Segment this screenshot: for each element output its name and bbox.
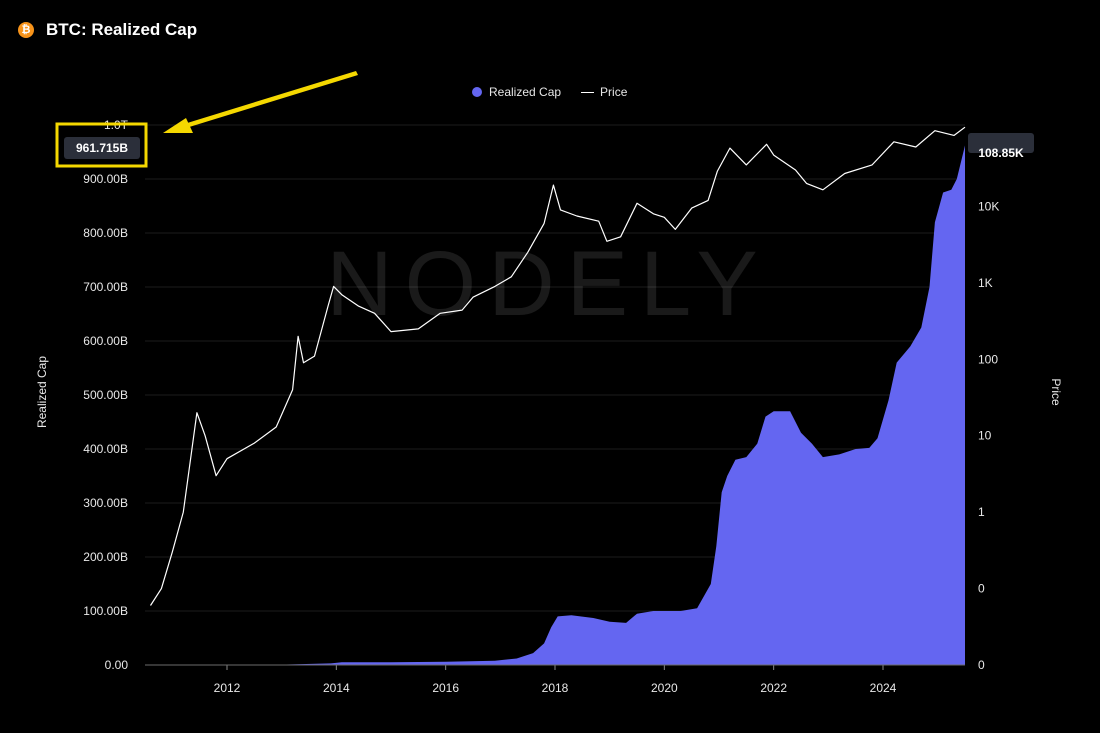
yellow-arrow-icon xyxy=(184,71,358,128)
x-tick-label: 2012 xyxy=(214,681,241,695)
x-tick-label: 2024 xyxy=(870,681,897,695)
y-right-tick-label: 0 xyxy=(978,658,985,672)
badges: 961.715B 108.85K xyxy=(55,71,1034,168)
chart-title: BTC: Realized Cap xyxy=(46,20,198,39)
y-left-tick-label: 500.00B xyxy=(83,388,128,402)
y-right-tick-label: 1 xyxy=(978,505,985,519)
y-left-tick-label: 700.00B xyxy=(83,280,128,294)
x-tick-label: 2018 xyxy=(542,681,569,695)
y-left-axis-title: Realized Cap xyxy=(35,356,49,428)
price-badge-label: 108.85K xyxy=(978,146,1024,160)
y-left-tick-label: 0.00 xyxy=(105,658,129,672)
value-badge-label: 961.715B xyxy=(76,141,128,155)
price-line xyxy=(149,126,966,606)
y-right-tick-label: 0 xyxy=(978,582,985,596)
watermark-text: NODELY xyxy=(326,233,770,335)
y-right-tick-label: 100 xyxy=(978,352,998,366)
x-tick-label: 2014 xyxy=(323,681,350,695)
price-badge xyxy=(968,133,1034,153)
x-tick-label: 2020 xyxy=(651,681,678,695)
chart-legend: Realized Cap Price xyxy=(472,85,627,99)
y-left-tick-label: 200.00B xyxy=(83,550,128,564)
x-tick-label: 2022 xyxy=(760,681,787,695)
y-left-tick-label: 600.00B xyxy=(83,334,128,348)
y-right-tick-label: 10 xyxy=(978,429,992,443)
legend-label-realized-cap[interactable]: Realized Cap xyxy=(489,85,562,99)
y-left-tick-label: 800.00B xyxy=(83,226,128,240)
chart-header: ₿ BTC: Realized Cap xyxy=(18,20,197,40)
realized-cap-area-path xyxy=(150,145,965,665)
y-right-tick-label: 1K xyxy=(978,276,993,290)
highlight-box xyxy=(55,122,148,168)
y-left-tick-label: 100.00B xyxy=(83,604,128,618)
value-badge xyxy=(64,137,140,159)
grid-lines xyxy=(145,124,965,666)
y-right-axis-title: Price xyxy=(1049,378,1063,406)
y-left-tick-label: 300.00B xyxy=(83,496,128,510)
legend-swatch-realized-cap[interactable] xyxy=(472,87,482,97)
axes: 0.00 100.00B 200.00B 300.00B 400.00B 500.00B 6… xyxy=(35,118,1063,695)
y-right-tick-label: 10K xyxy=(978,199,999,213)
y-left-tick-label: 900.00B xyxy=(83,172,128,186)
legend-swatch-price[interactable] xyxy=(581,91,595,93)
legend-label-price[interactable]: Price xyxy=(600,85,628,99)
yellow-arrow-head-icon xyxy=(163,118,193,133)
y-left-tick-label: 400.00B xyxy=(83,442,128,456)
x-tick-label: 2016 xyxy=(432,681,459,695)
realized-cap-area xyxy=(150,145,965,665)
bitcoin-icon: ₿ xyxy=(18,22,34,38)
price-line-path xyxy=(149,126,966,606)
